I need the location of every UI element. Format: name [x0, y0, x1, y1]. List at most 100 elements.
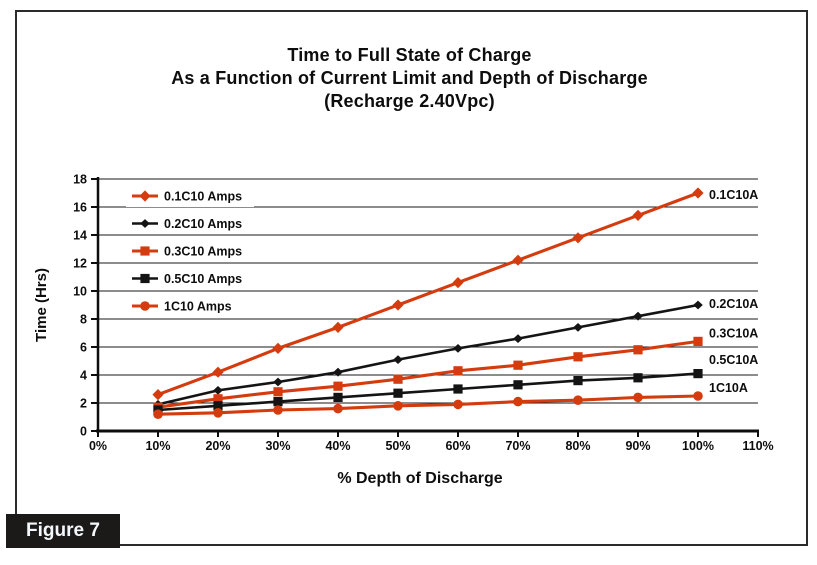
y-tick-label-12: 12 [73, 257, 87, 271]
marker-square [393, 388, 403, 398]
series-line-0.3C10A [157, 339, 699, 409]
marker-diamond-small [393, 355, 403, 364]
figure-badge: Figure 7 [6, 514, 120, 548]
y-tick-label-18: 18 [73, 173, 87, 187]
marker-diamond [392, 299, 404, 311]
marker-square [140, 273, 150, 284]
x-tick-label-60: 60% [445, 439, 470, 453]
end-label-0.2C10A: 0.2C10A [709, 297, 758, 311]
marker-diamond-small [633, 311, 643, 321]
marker-circle [573, 395, 583, 406]
x-axis-title: % Depth of Discharge [337, 470, 502, 487]
legend-label-0.5C10A: 0.5C10 Amps [164, 272, 242, 286]
series-0.2C10A [153, 300, 703, 409]
legend-item-bg [126, 267, 254, 290]
x-tick-labels: 0% 10% 20% 30% 40% 50% 60% 70% 80% 90% 100% 110% [89, 431, 774, 453]
marker-square [273, 397, 283, 407]
legend-item-0.2C10A: 0.2C10 Amps [126, 212, 254, 235]
marker-circle [393, 401, 403, 411]
legend-item-bg [126, 212, 254, 235]
marker-diamond [452, 277, 464, 289]
series-end-labels: 0.1C10A 0.2C10A 0.3C10A 0.5C10A 1C10A [709, 188, 758, 395]
marker-square [693, 336, 703, 346]
marker-square [453, 384, 463, 394]
y-tick-labels: 0 2 4 6 8 10 12 14 16 18 [73, 173, 98, 439]
marker-square [693, 369, 703, 379]
legend-item-1C10A: 1C10 Amps [126, 295, 254, 317]
series-line-0.1C10A [157, 191, 699, 397]
x-tick-label-0: 0% [89, 439, 107, 453]
y-tick-label-16: 16 [73, 201, 87, 215]
marker-diamond [272, 342, 284, 354]
marker-square [213, 401, 223, 411]
marker-diamond-small [213, 386, 223, 395]
axes [96, 177, 759, 433]
y-tick-label-6: 6 [80, 341, 87, 355]
x-tick-label-100: 100% [682, 439, 714, 453]
marker-diamond [632, 209, 644, 221]
legend-item-0.3C10A: 0.3C10 Amps [126, 240, 254, 262]
marker-diamond-small [513, 334, 523, 343]
marker-diamond [139, 190, 151, 202]
marker-square [513, 360, 523, 370]
end-label-1C10A: 1C10A [709, 381, 748, 395]
y-tick-label-2: 2 [80, 397, 87, 411]
legend-item-bg [126, 240, 254, 262]
marker-circle [333, 403, 343, 414]
marker-square [273, 387, 283, 397]
marker-circle [153, 409, 163, 420]
y-axis-title: Time (Hrs) [33, 268, 50, 342]
x-tick-label-50: 50% [385, 439, 410, 453]
series-0.1C10A [152, 187, 704, 401]
marker-diamond-small [453, 344, 463, 353]
marker-diamond-small [140, 219, 150, 228]
marker-square [333, 392, 343, 402]
marker-diamond-small [573, 323, 583, 332]
x-tick-label-40: 40% [325, 439, 350, 453]
chart-title-line-2: As a Function of Current Limit and Depth… [171, 68, 648, 88]
chart-title: Time to Full State of Charge As a Functi… [16, 44, 803, 113]
x-tick-label-110: 110% [742, 439, 773, 453]
y-tick-label-8: 8 [80, 313, 87, 327]
marker-circle [273, 405, 283, 415]
marker-square [573, 376, 583, 386]
marker-square [633, 345, 643, 355]
legend-label-0.1C10A: 0.1C10 Amps [164, 190, 242, 204]
x-tick-label-20: 20% [205, 439, 230, 453]
marker-diamond [512, 254, 524, 266]
marker-square [633, 373, 643, 383]
marker-circle [140, 301, 150, 311]
series-line-0.2C10A [157, 303, 699, 406]
legend-item-0.1C10A: 0.1C10 Amps [126, 185, 254, 207]
y-tick-label-0: 0 [80, 425, 87, 439]
marker-diamond-small [693, 300, 703, 310]
marker-square [333, 381, 343, 391]
chart-title-line-1: Time to Full State of Charge [287, 45, 532, 65]
series-line-0.5C10A [157, 372, 699, 412]
figure-badge-label: Figure 7 [26, 520, 100, 541]
marker-square [453, 366, 463, 376]
marker-square [140, 246, 150, 256]
marker-diamond [692, 187, 704, 199]
end-label-0.3C10A: 0.3C10A [709, 327, 758, 341]
marker-circle [213, 408, 223, 418]
marker-diamond-small [273, 377, 283, 387]
legend-item-0.5C10A: 0.5C10 Amps [126, 267, 254, 290]
marker-circle [633, 392, 643, 403]
legend: 0.1C10 Amps 0.2C10 Amps 0.3C10 Amps 0.5C10 … [126, 185, 254, 317]
series-0.3C10A [153, 336, 703, 412]
legend-item-bg [126, 295, 254, 317]
end-label-0.1C10A: 0.1C10A [709, 188, 758, 202]
x-tick-label-10: 10% [145, 439, 170, 453]
marker-circle [453, 399, 463, 410]
marker-diamond [572, 232, 584, 244]
y-tick-label-14: 14 [73, 229, 87, 243]
marker-square [213, 394, 223, 404]
marker-square [393, 374, 403, 384]
series-0.5C10A [153, 369, 703, 415]
legend-item-bg [126, 185, 254, 207]
marker-square [513, 380, 523, 390]
marker-diamond [212, 366, 224, 378]
